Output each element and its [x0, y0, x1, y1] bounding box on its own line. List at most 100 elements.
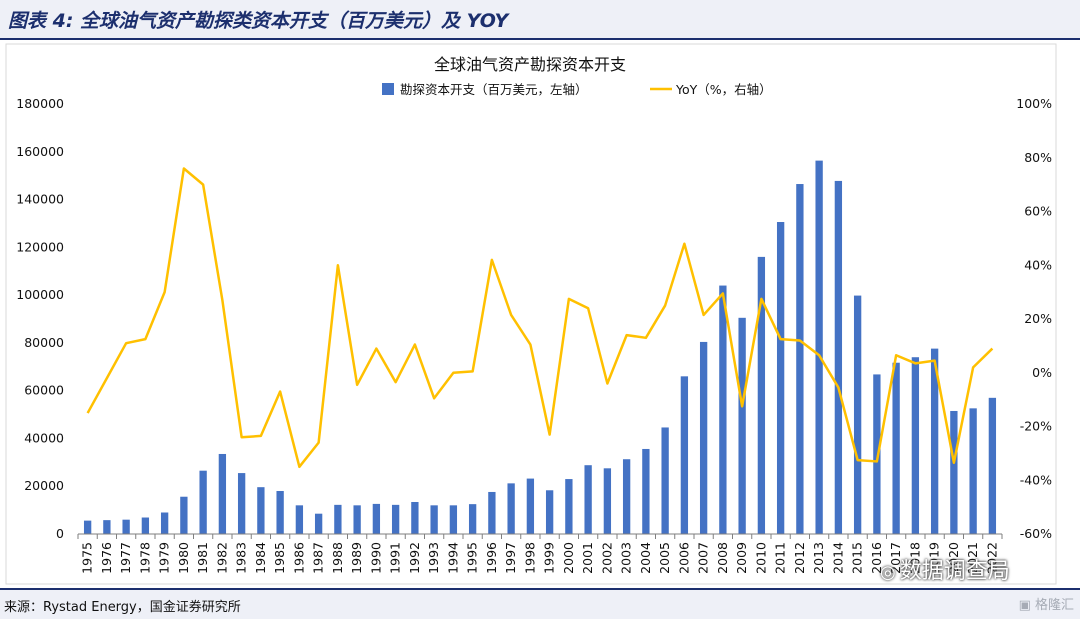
figure-source: 来源：Rystad Energy，国金证券研究所 [4, 600, 241, 615]
bar-2013 [815, 160, 823, 534]
bar-2014 [834, 180, 843, 535]
bar-2002 [603, 468, 612, 534]
left-tick-label: 80000 [24, 335, 64, 350]
x-tick-label: 2022 [984, 542, 999, 574]
bar-2005 [661, 427, 669, 534]
x-tick-label: 1982 [214, 542, 229, 574]
x-tick-label: 2005 [657, 542, 672, 574]
x-tick-label: 1993 [426, 542, 441, 574]
x-tick-label: 1997 [503, 542, 518, 574]
x-tick-label: 2000 [561, 542, 576, 574]
x-tick-label: 1980 [176, 542, 191, 574]
x-tick-label: 2003 [619, 542, 634, 574]
x-tick-label: 1978 [137, 542, 152, 574]
bar-1988 [334, 504, 342, 534]
right-tick-label: 40% [1024, 257, 1052, 272]
x-tick-label: 1985 [272, 542, 287, 574]
x-tick-label: 1992 [407, 542, 422, 574]
bar-2010 [757, 256, 766, 534]
x-tick-label: 1996 [484, 542, 499, 574]
right-tick-label: -20% [1020, 419, 1052, 434]
left-axis-ticks: 0 20000 40000 60000 80000 100000 120000 140000 1… [16, 96, 64, 541]
legend-label-capex: 勘探资本开支（百万美元，左轴） [400, 82, 588, 97]
bar-1979 [160, 512, 169, 534]
right-tick-label: 60% [1024, 204, 1052, 219]
x-tick-label: 1977 [118, 542, 133, 574]
bar-1986 [295, 505, 304, 534]
bar-1978 [141, 517, 150, 534]
bar-2004 [642, 448, 650, 534]
bar-1999 [545, 490, 554, 534]
right-tick-label: -60% [1020, 526, 1052, 541]
bar-2001 [584, 465, 592, 534]
bar-1992 [411, 501, 419, 534]
bar-2020 [950, 410, 958, 534]
bar-1998 [526, 478, 535, 534]
bar-1980 [180, 496, 188, 534]
bar-1990 [372, 503, 381, 534]
x-tick-label: 2001 [580, 542, 595, 574]
bar-2016 [873, 374, 881, 534]
x-tick-label: 1983 [234, 542, 249, 574]
x-tick-label: 2020 [946, 542, 961, 574]
x-tick-label: 1998 [522, 542, 537, 574]
bar-1985 [276, 491, 284, 534]
bar-1989 [353, 505, 361, 534]
wechat-icon: ◎ [880, 562, 896, 583]
yoy-line [86, 167, 994, 469]
x-axis-ticks: 1975 1976 1977 1978 1979 1980 1981 1982 1983 1984… [80, 542, 1000, 574]
left-tick-label: 40000 [24, 430, 64, 445]
bar-2019 [930, 348, 939, 534]
figure-footer: 来源：Rystad Energy，国金证券研究所 ▣ 格隆汇 [0, 588, 1080, 619]
x-tick-label: 2009 [734, 542, 749, 574]
bar-2015 [853, 295, 862, 534]
bar-1984 [257, 487, 265, 534]
x-tick-label: 2004 [638, 542, 653, 574]
right-axis-ticks: -60% -40% -20% 0% 20% 40% 60% 80% 100% [1016, 96, 1052, 541]
x-tick-label: 2017 [888, 542, 903, 574]
watermark-account-text: 数据调查局 [899, 559, 1010, 584]
x-tick-label: 1981 [195, 542, 210, 574]
bar-1982 [218, 453, 227, 534]
x-tick-label: 1975 [80, 542, 95, 574]
x-tick-label: 1984 [253, 542, 268, 574]
bar-2009 [738, 317, 746, 534]
x-tick-label: 1989 [349, 542, 364, 574]
x-tick-label: 2014 [830, 542, 845, 574]
x-tick-label: 2016 [869, 542, 884, 574]
brand-logo-icon: ▣ [1018, 598, 1035, 613]
bar-2006 [680, 376, 689, 534]
x-tick-label: 2002 [599, 542, 614, 574]
legend-swatch-capex [382, 83, 394, 95]
chart-title: 全球油气资产勘探资本开支 [434, 55, 626, 74]
x-tick-label: 2006 [676, 542, 691, 574]
chart: 全球油气资产勘探资本开支 勘探资本开支（百万美元，左轴） YoY（%，右轴） 0… [5, 43, 1057, 585]
bar-2007 [699, 341, 708, 534]
bar-1994 [449, 505, 458, 534]
bar-2017 [892, 362, 900, 534]
left-tick-label: 120000 [16, 239, 64, 254]
bar-1977 [122, 519, 130, 534]
x-tick-label: 1999 [542, 542, 557, 574]
x-tick-label: 1994 [445, 542, 460, 574]
x-tick-label: 2012 [792, 542, 807, 574]
bar-2012 [796, 184, 804, 534]
right-tick-label: 80% [1024, 150, 1052, 165]
x-tick-label: 1987 [311, 542, 326, 574]
x-tick-label: 2018 [907, 542, 922, 574]
x-tick-label: 2021 [965, 542, 980, 574]
x-tick-label: 1976 [99, 542, 114, 574]
bar-1987 [314, 513, 323, 534]
bar-series [83, 160, 997, 535]
bar-2021 [969, 408, 977, 534]
bar-1993 [430, 505, 438, 534]
x-tick-label: 1991 [388, 542, 403, 574]
axes [77, 533, 1003, 539]
bar-1991 [391, 504, 400, 534]
left-tick-label: 0 [56, 526, 64, 541]
bar-1995 [468, 504, 477, 534]
bar-1997 [507, 483, 515, 534]
left-tick-label: 140000 [16, 192, 64, 207]
right-tick-label: 100% [1016, 96, 1052, 111]
x-tick-label: 1990 [368, 542, 383, 574]
